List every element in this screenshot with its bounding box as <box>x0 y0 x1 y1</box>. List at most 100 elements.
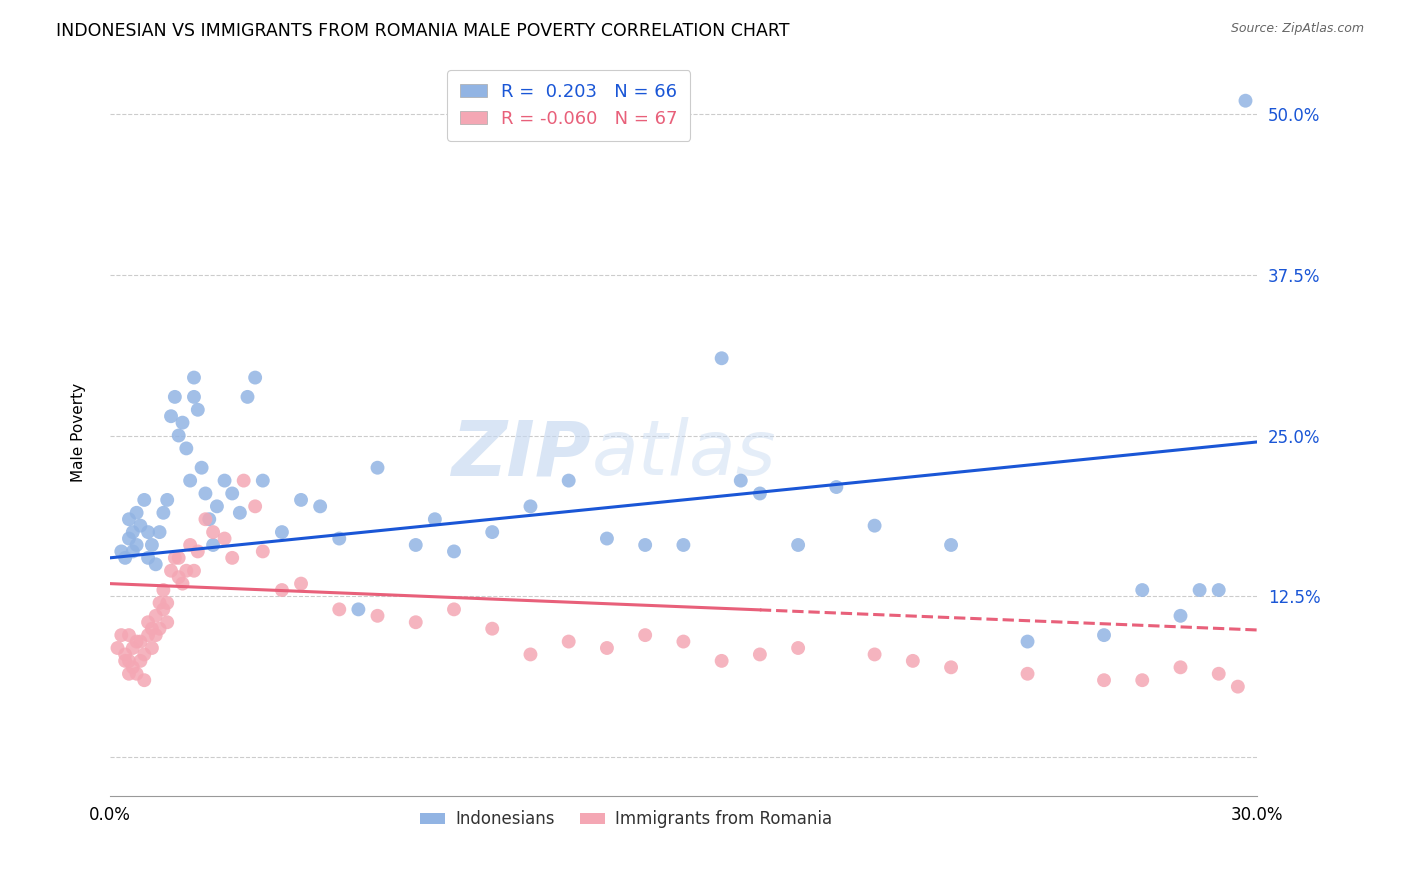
Point <box>148 596 170 610</box>
Point <box>152 582 174 597</box>
Legend: Indonesians, Immigrants from Romania: Indonesians, Immigrants from Romania <box>413 804 838 835</box>
Point <box>107 640 129 655</box>
Point <box>405 538 427 552</box>
Point <box>167 550 190 565</box>
Point <box>309 500 332 514</box>
Point <box>1234 94 1257 108</box>
Point <box>187 544 209 558</box>
Text: INDONESIAN VS IMMIGRANTS FROM ROMANIA MALE POVERTY CORRELATION CHART: INDONESIAN VS IMMIGRANTS FROM ROMANIA MA… <box>56 22 790 40</box>
Point <box>114 550 136 565</box>
Point <box>252 544 274 558</box>
Point <box>1017 634 1039 648</box>
Point <box>172 416 194 430</box>
Point <box>141 538 163 552</box>
Point <box>194 486 217 500</box>
Point <box>163 390 186 404</box>
Point <box>423 512 446 526</box>
Point <box>121 525 143 540</box>
Point <box>179 538 201 552</box>
Point <box>125 506 148 520</box>
Point <box>202 538 225 552</box>
Point <box>129 518 152 533</box>
Point <box>1188 582 1211 597</box>
Point <box>176 564 198 578</box>
Point <box>118 532 141 546</box>
Point <box>1208 582 1230 597</box>
Point <box>1226 680 1249 694</box>
Point <box>271 525 294 540</box>
Point <box>328 602 350 616</box>
Point <box>152 602 174 616</box>
Point <box>519 648 541 662</box>
Point <box>347 602 370 616</box>
Point <box>1170 608 1192 623</box>
Point <box>183 390 205 404</box>
Point <box>243 500 266 514</box>
Point <box>141 640 163 655</box>
Point <box>167 428 190 442</box>
Point <box>156 492 179 507</box>
Point <box>787 538 810 552</box>
Point <box>167 570 190 584</box>
Point <box>145 558 167 572</box>
Point <box>134 492 156 507</box>
Point <box>136 525 159 540</box>
Point <box>156 615 179 630</box>
Point <box>134 648 156 662</box>
Point <box>748 486 770 500</box>
Point <box>748 648 770 662</box>
Point <box>114 654 136 668</box>
Point <box>443 544 465 558</box>
Point <box>328 532 350 546</box>
Point <box>145 628 167 642</box>
Point <box>939 538 962 552</box>
Point <box>710 351 733 366</box>
Point <box>183 370 205 384</box>
Point <box>202 525 225 540</box>
Point <box>125 538 148 552</box>
Point <box>236 390 259 404</box>
Point <box>229 506 252 520</box>
Point <box>1092 628 1115 642</box>
Point <box>118 666 141 681</box>
Point <box>172 576 194 591</box>
Point <box>290 492 312 507</box>
Point <box>118 512 141 526</box>
Point <box>156 596 179 610</box>
Point <box>1017 666 1039 681</box>
Text: ZIP: ZIP <box>451 417 592 491</box>
Point <box>730 474 752 488</box>
Point <box>1130 582 1153 597</box>
Point <box>160 564 183 578</box>
Point <box>481 525 503 540</box>
Point <box>129 654 152 668</box>
Point <box>710 654 733 668</box>
Point <box>118 654 141 668</box>
Point <box>136 615 159 630</box>
Point <box>634 538 657 552</box>
Point <box>221 550 243 565</box>
Y-axis label: Male Poverty: Male Poverty <box>72 383 86 482</box>
Point <box>136 550 159 565</box>
Point <box>129 634 152 648</box>
Point <box>160 409 183 424</box>
Point <box>634 628 657 642</box>
Text: atlas: atlas <box>592 417 776 491</box>
Point <box>125 634 148 648</box>
Point <box>939 660 962 674</box>
Point <box>198 512 221 526</box>
Point <box>1092 673 1115 688</box>
Point <box>405 615 427 630</box>
Point <box>194 512 217 526</box>
Point <box>1130 673 1153 688</box>
Point <box>141 622 163 636</box>
Point <box>114 648 136 662</box>
Point <box>1208 666 1230 681</box>
Point <box>205 500 228 514</box>
Point <box>596 532 619 546</box>
Point <box>214 532 236 546</box>
Point <box>825 480 848 494</box>
Point <box>121 640 143 655</box>
Point <box>121 660 143 674</box>
Point <box>290 576 312 591</box>
